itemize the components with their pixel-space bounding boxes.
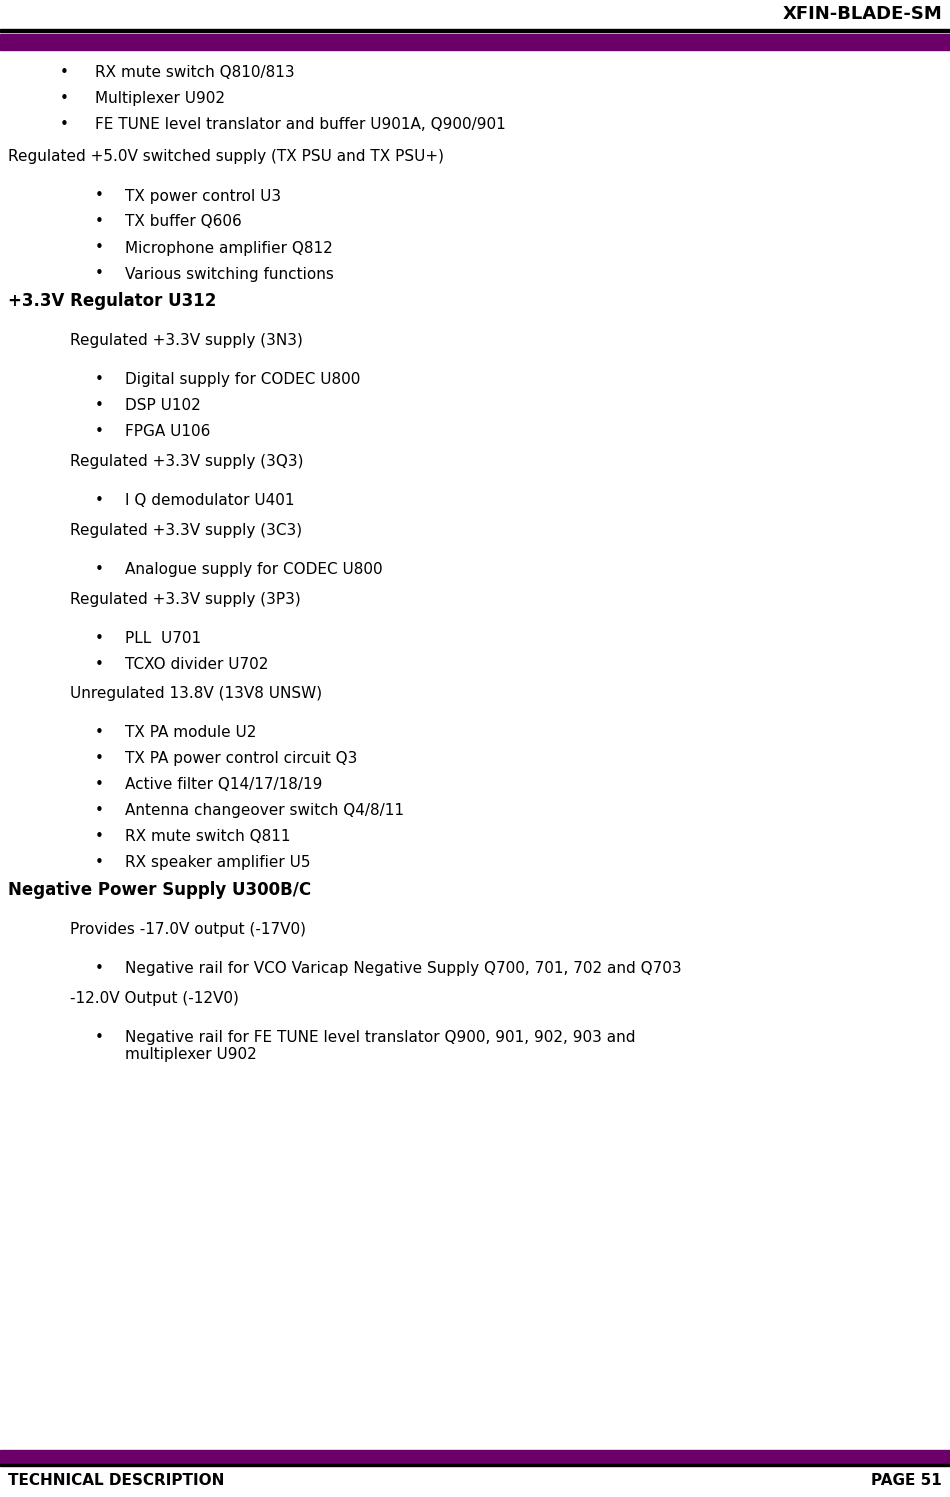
Text: •: • — [95, 493, 104, 507]
Text: TX buffer Q606: TX buffer Q606 — [125, 214, 241, 229]
Text: •: • — [95, 777, 104, 792]
Text: •: • — [95, 561, 104, 576]
Text: Digital supply for CODEC U800: Digital supply for CODEC U800 — [125, 371, 360, 386]
Text: TX PA module U2: TX PA module U2 — [125, 726, 256, 741]
Text: DSP U102: DSP U102 — [125, 398, 200, 413]
Text: •: • — [95, 804, 104, 819]
Text: •: • — [60, 64, 68, 79]
Text: PLL  U701: PLL U701 — [125, 630, 201, 645]
Text: I Q demodulator U401: I Q demodulator U401 — [125, 493, 294, 507]
Text: Regulated +5.0V switched supply (TX PSU and TX PSU+): Regulated +5.0V switched supply (TX PSU … — [8, 150, 444, 165]
Text: Microphone amplifier Q812: Microphone amplifier Q812 — [125, 241, 332, 256]
Text: •: • — [95, 630, 104, 645]
Text: Regulated +3.3V supply (3C3): Regulated +3.3V supply (3C3) — [70, 522, 302, 537]
Text: Negative rail for FE TUNE level translator Q900, 901, 902, 903 and
multiplexer U: Negative rail for FE TUNE level translat… — [125, 1030, 636, 1061]
Text: •: • — [95, 1030, 104, 1045]
Text: •: • — [95, 241, 104, 256]
Bar — [0, 1464, 950, 1466]
Text: TCXO divider U702: TCXO divider U702 — [125, 657, 268, 672]
Text: •: • — [95, 189, 104, 204]
Text: •: • — [95, 829, 104, 844]
Text: •: • — [95, 371, 104, 386]
Text: RX mute switch Q810/813: RX mute switch Q810/813 — [95, 64, 294, 79]
Text: Unregulated 13.8V (13V8 UNSW): Unregulated 13.8V (13V8 UNSW) — [70, 687, 322, 702]
Text: Provides -17.0V output (-17V0): Provides -17.0V output (-17V0) — [70, 922, 306, 937]
Bar — [0, 34, 950, 49]
Text: •: • — [95, 855, 104, 870]
Text: Negative Power Supply U300B/C: Negative Power Supply U300B/C — [8, 882, 312, 900]
Text: FPGA U106: FPGA U106 — [125, 424, 210, 439]
Text: FE TUNE level translator and buffer U901A, Q900/901: FE TUNE level translator and buffer U901… — [95, 117, 505, 132]
Text: Regulated +3.3V supply (3Q3): Regulated +3.3V supply (3Q3) — [70, 454, 303, 469]
Text: Analogue supply for CODEC U800: Analogue supply for CODEC U800 — [125, 561, 383, 576]
Text: TECHNICAL DESCRIPTION: TECHNICAL DESCRIPTION — [8, 1473, 224, 1488]
Bar — [0, 28, 950, 31]
Text: PAGE 51: PAGE 51 — [871, 1473, 942, 1488]
Text: •: • — [95, 961, 104, 976]
Text: •: • — [95, 657, 104, 672]
Bar — [0, 1451, 950, 1464]
Text: RX mute switch Q811: RX mute switch Q811 — [125, 829, 291, 844]
Text: •: • — [60, 117, 68, 132]
Text: •: • — [95, 398, 104, 413]
Text: Negative rail for VCO Varicap Negative Supply Q700, 701, 702 and Q703: Negative rail for VCO Varicap Negative S… — [125, 961, 682, 976]
Text: •: • — [60, 91, 68, 106]
Text: TX PA power control circuit Q3: TX PA power control circuit Q3 — [125, 751, 357, 766]
Text: Various switching functions: Various switching functions — [125, 266, 333, 281]
Text: •: • — [95, 424, 104, 439]
Text: Multiplexer U902: Multiplexer U902 — [95, 91, 225, 106]
Text: Active filter Q14/17/18/19: Active filter Q14/17/18/19 — [125, 777, 322, 792]
Text: •: • — [95, 751, 104, 766]
Text: XFIN-BLADE-SM: XFIN-BLADE-SM — [782, 4, 942, 22]
Text: -12.0V Output (-12V0): -12.0V Output (-12V0) — [70, 991, 238, 1006]
Text: •: • — [95, 726, 104, 741]
Text: Regulated +3.3V supply (3P3): Regulated +3.3V supply (3P3) — [70, 591, 301, 606]
Text: Antenna changeover switch Q4/8/11: Antenna changeover switch Q4/8/11 — [125, 804, 404, 819]
Text: TX power control U3: TX power control U3 — [125, 189, 281, 204]
Text: +3.3V Regulator U312: +3.3V Regulator U312 — [8, 292, 217, 310]
Text: •: • — [95, 266, 104, 281]
Text: Regulated +3.3V supply (3N3): Regulated +3.3V supply (3N3) — [70, 332, 303, 347]
Text: RX speaker amplifier U5: RX speaker amplifier U5 — [125, 855, 311, 870]
Text: •: • — [95, 214, 104, 229]
